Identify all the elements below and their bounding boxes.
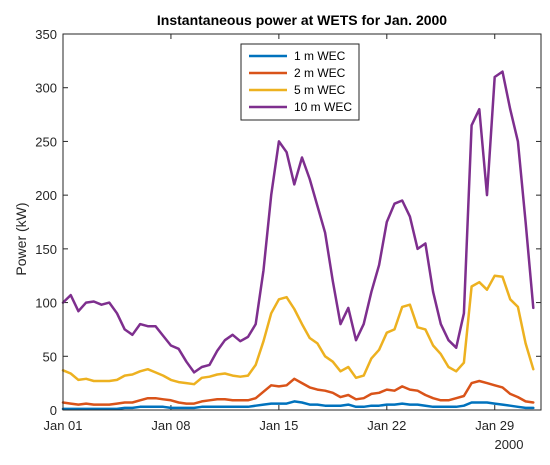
axis-ticks: 0 50 100 150 200 250 300 350 Jan 01 Jan 08 Jan 15 J… [35, 27, 541, 433]
y-tick-label: 300 [35, 81, 57, 96]
legend-label: 5 m WEC [294, 83, 346, 97]
y-axis-label: Power (kW) [13, 202, 29, 275]
x-tick-label: Jan 22 [367, 418, 406, 433]
series-lines [61, 70, 535, 411]
y-tick-label: 150 [35, 242, 57, 257]
legend-label: 1 m WEC [294, 49, 346, 63]
x-tick-label: Jan 08 [151, 418, 190, 433]
y-tick-label: 200 [35, 188, 57, 203]
x-tick-label: Jan 15 [259, 418, 298, 433]
legend-label: 10 m WEC [294, 100, 352, 114]
y-tick-label: 0 [50, 403, 57, 418]
legend: 1 m WEC 2 m WEC 5 m WEC 10 m WEC [240, 43, 360, 121]
plot-area-frame [62, 33, 542, 411]
series-line-2 [61, 377, 535, 406]
chart-title: Instantaneous power at WETS for Jan. 200… [157, 12, 447, 28]
y-tick-label: 50 [43, 349, 57, 364]
x-tick-label: Jan 29 [475, 418, 514, 433]
y-tick-label: 250 [35, 134, 57, 149]
y-tick-label: 100 [35, 296, 57, 311]
x-tick-label: Jan 01 [43, 418, 82, 433]
x-axis-year-label: 2000 [495, 437, 524, 452]
series-line-3 [61, 274, 535, 386]
series-line-4 [61, 70, 535, 374]
series-line-1 [61, 400, 535, 411]
y-tick-label: 350 [35, 27, 57, 42]
legend-label: 2 m WEC [294, 66, 346, 80]
